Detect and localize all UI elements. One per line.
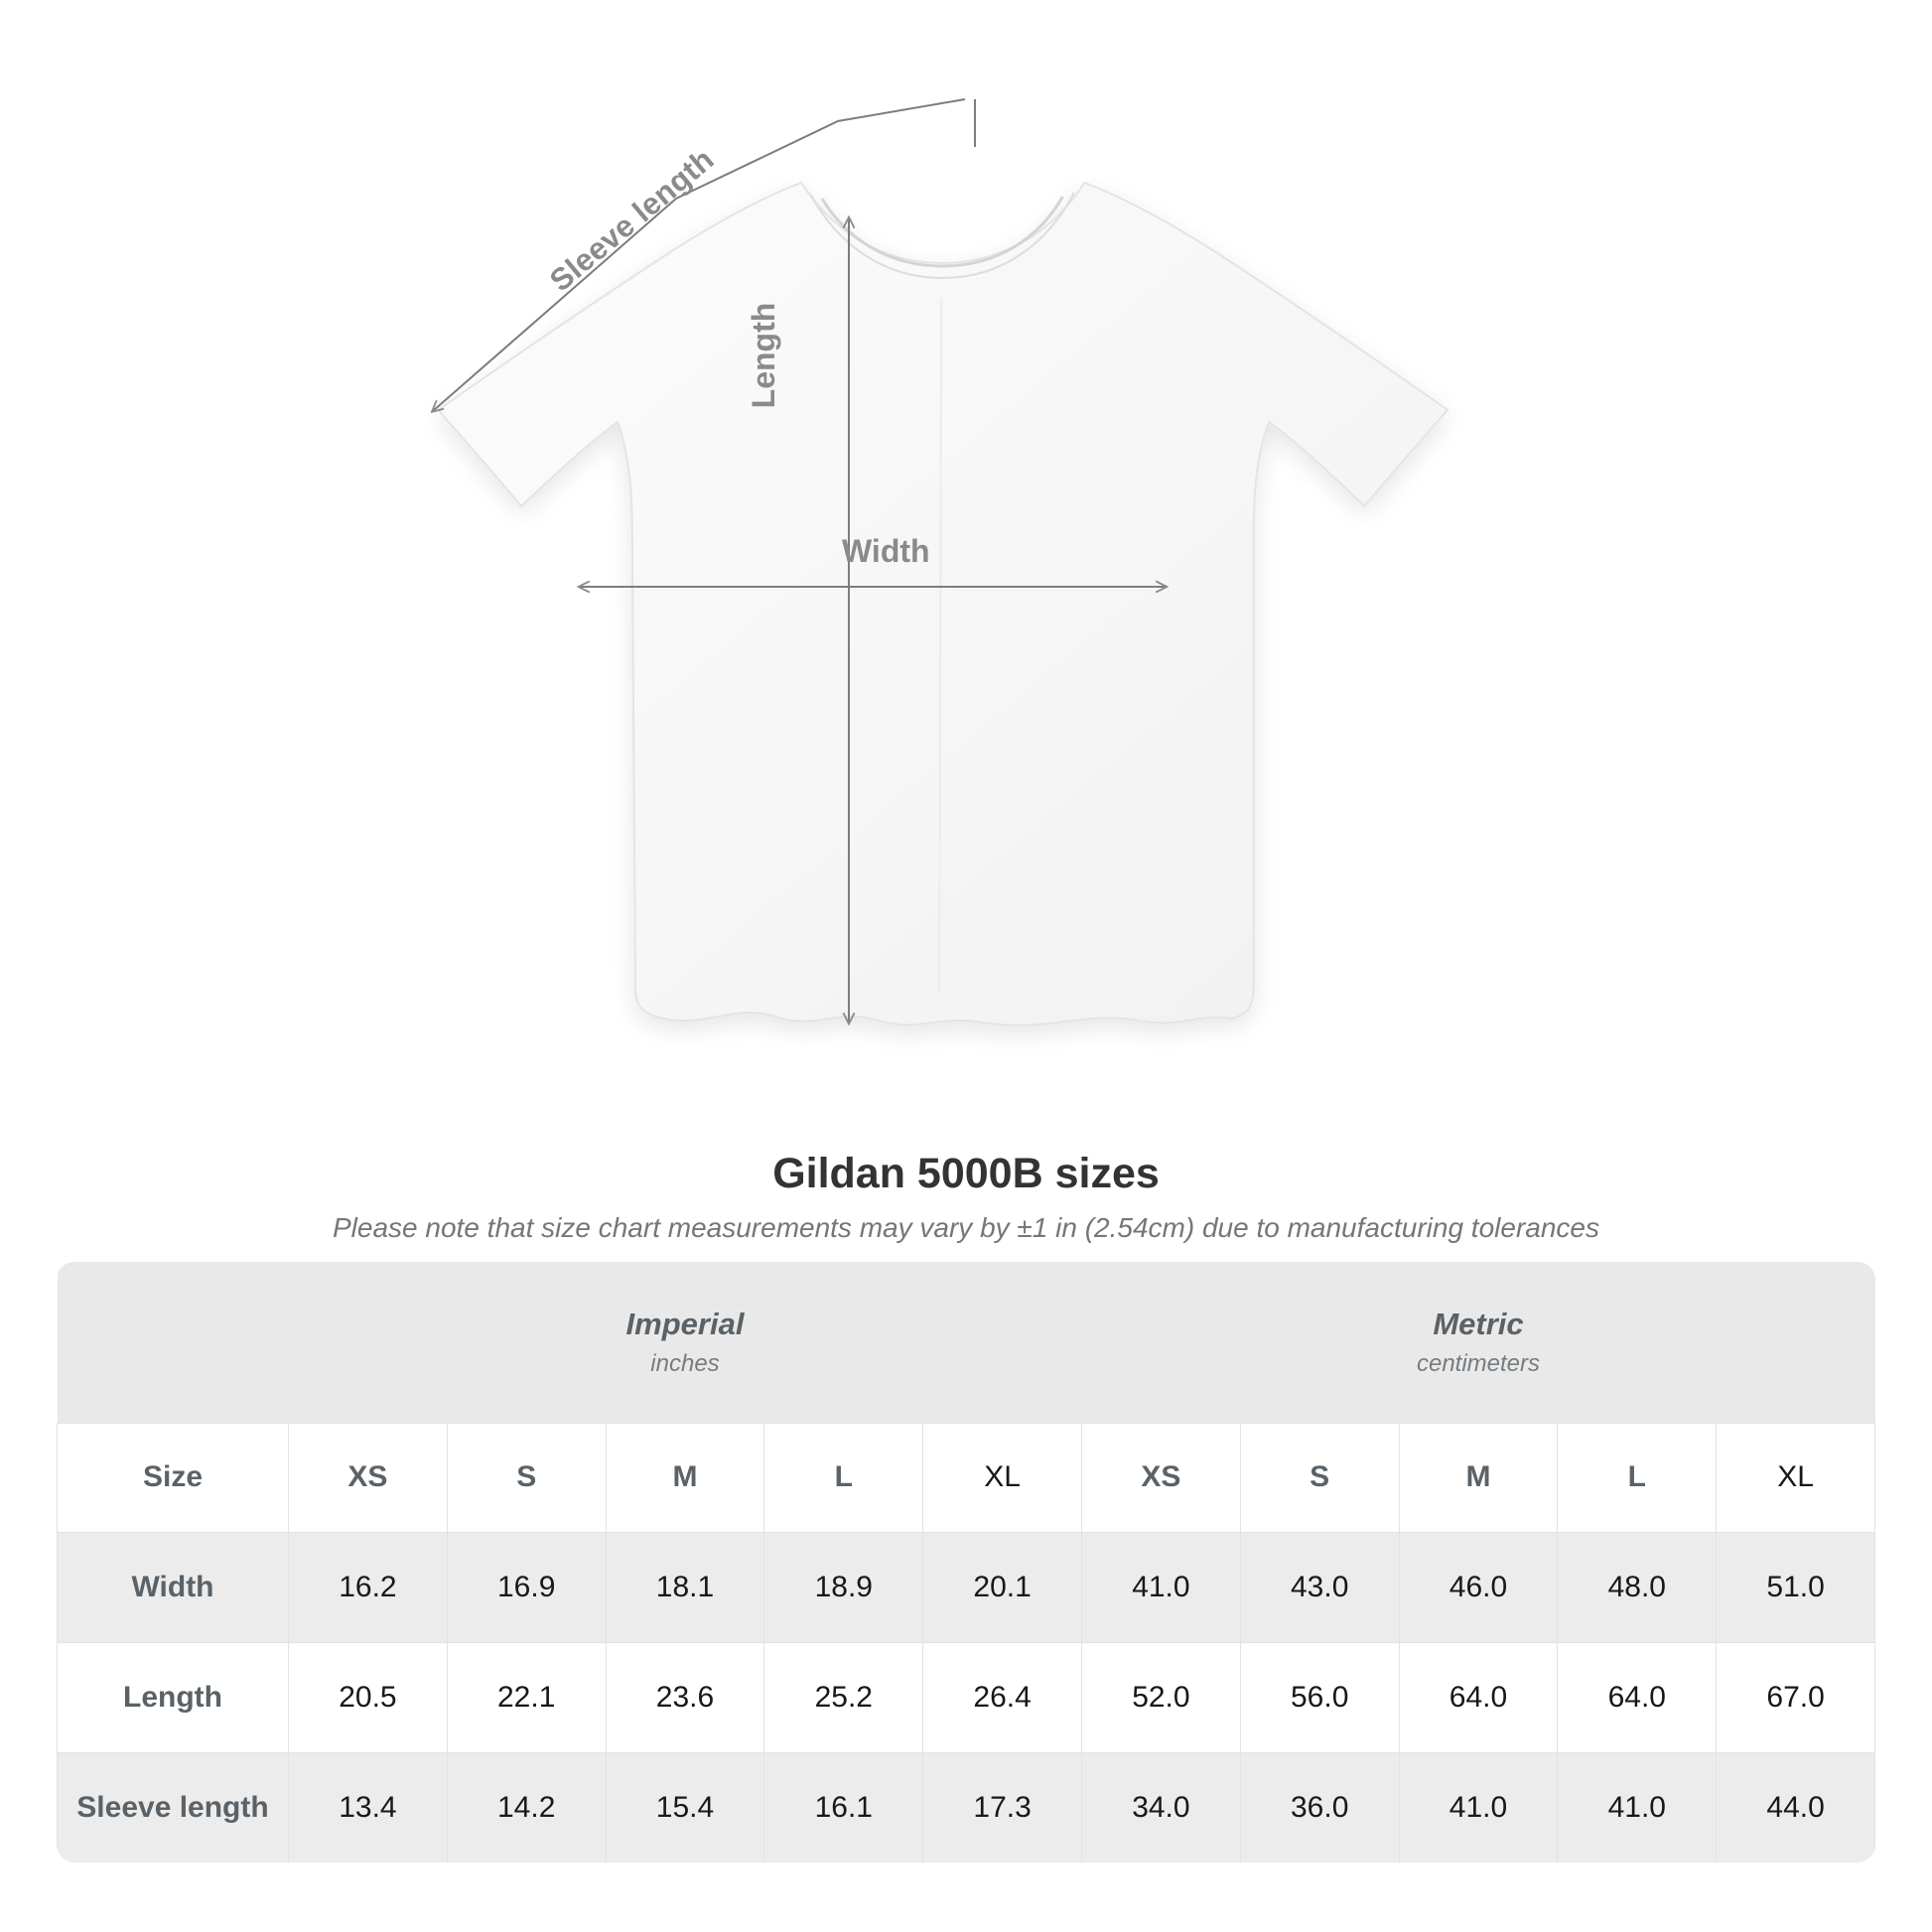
svg-text:Length: Length bbox=[746, 303, 781, 409]
svg-text:Width: Width bbox=[842, 533, 930, 569]
